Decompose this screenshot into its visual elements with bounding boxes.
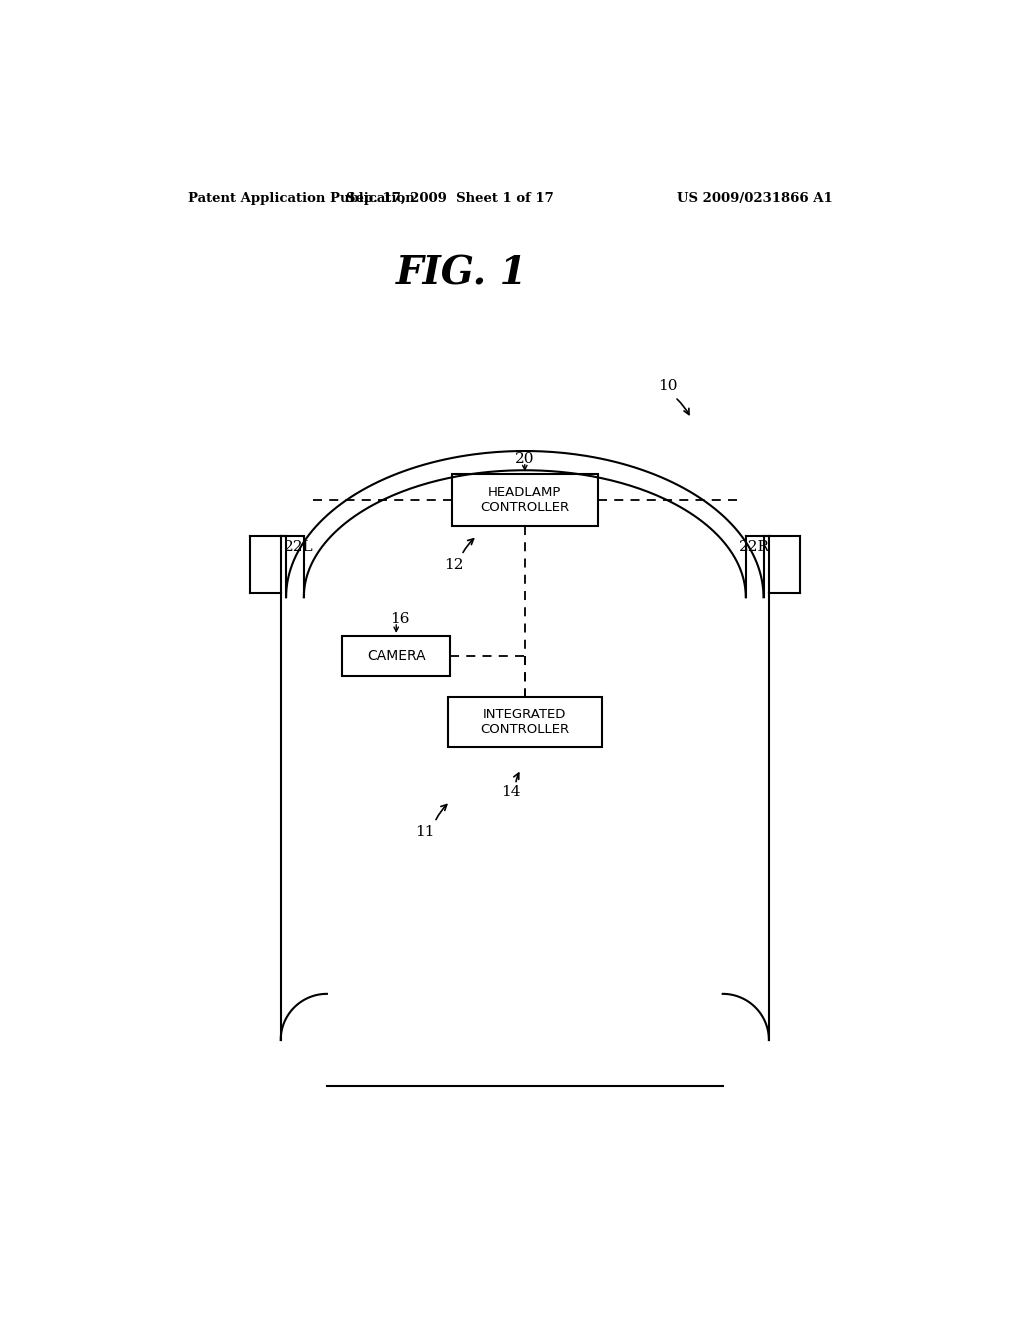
Text: 22L: 22L [284,540,313,554]
Text: 22R: 22R [738,540,770,554]
FancyBboxPatch shape [447,697,602,747]
Text: FIG. 1: FIG. 1 [396,255,527,293]
Text: US 2009/0231866 A1: US 2009/0231866 A1 [677,191,833,205]
Text: CAMERA: CAMERA [367,649,426,663]
Text: 10: 10 [658,379,678,392]
Text: 20: 20 [515,451,535,466]
Text: INTEGRATED
CONTROLLER: INTEGRATED CONTROLLER [480,709,569,737]
FancyBboxPatch shape [452,474,598,527]
Text: Patent Application Publication: Patent Application Publication [188,191,415,205]
Text: 16: 16 [390,612,410,626]
Text: 11: 11 [415,825,434,840]
Text: 12: 12 [444,558,464,572]
Text: HEADLAMP
CONTROLLER: HEADLAMP CONTROLLER [480,486,569,515]
Text: Sep. 17, 2009  Sheet 1 of 17: Sep. 17, 2009 Sheet 1 of 17 [346,191,554,205]
FancyBboxPatch shape [342,636,451,676]
Text: 14: 14 [501,785,520,799]
